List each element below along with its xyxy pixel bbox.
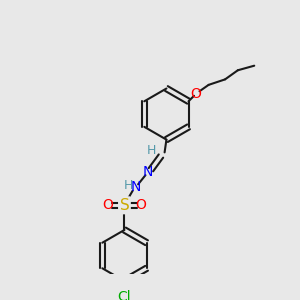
- Text: H: H: [123, 179, 133, 192]
- Text: N: N: [130, 180, 141, 194]
- Text: O: O: [103, 198, 113, 212]
- Text: O: O: [135, 198, 146, 212]
- Text: S: S: [120, 198, 129, 213]
- Text: O: O: [190, 87, 201, 101]
- Text: H: H: [147, 144, 157, 157]
- Text: Cl: Cl: [118, 290, 131, 300]
- Text: N: N: [143, 166, 153, 179]
